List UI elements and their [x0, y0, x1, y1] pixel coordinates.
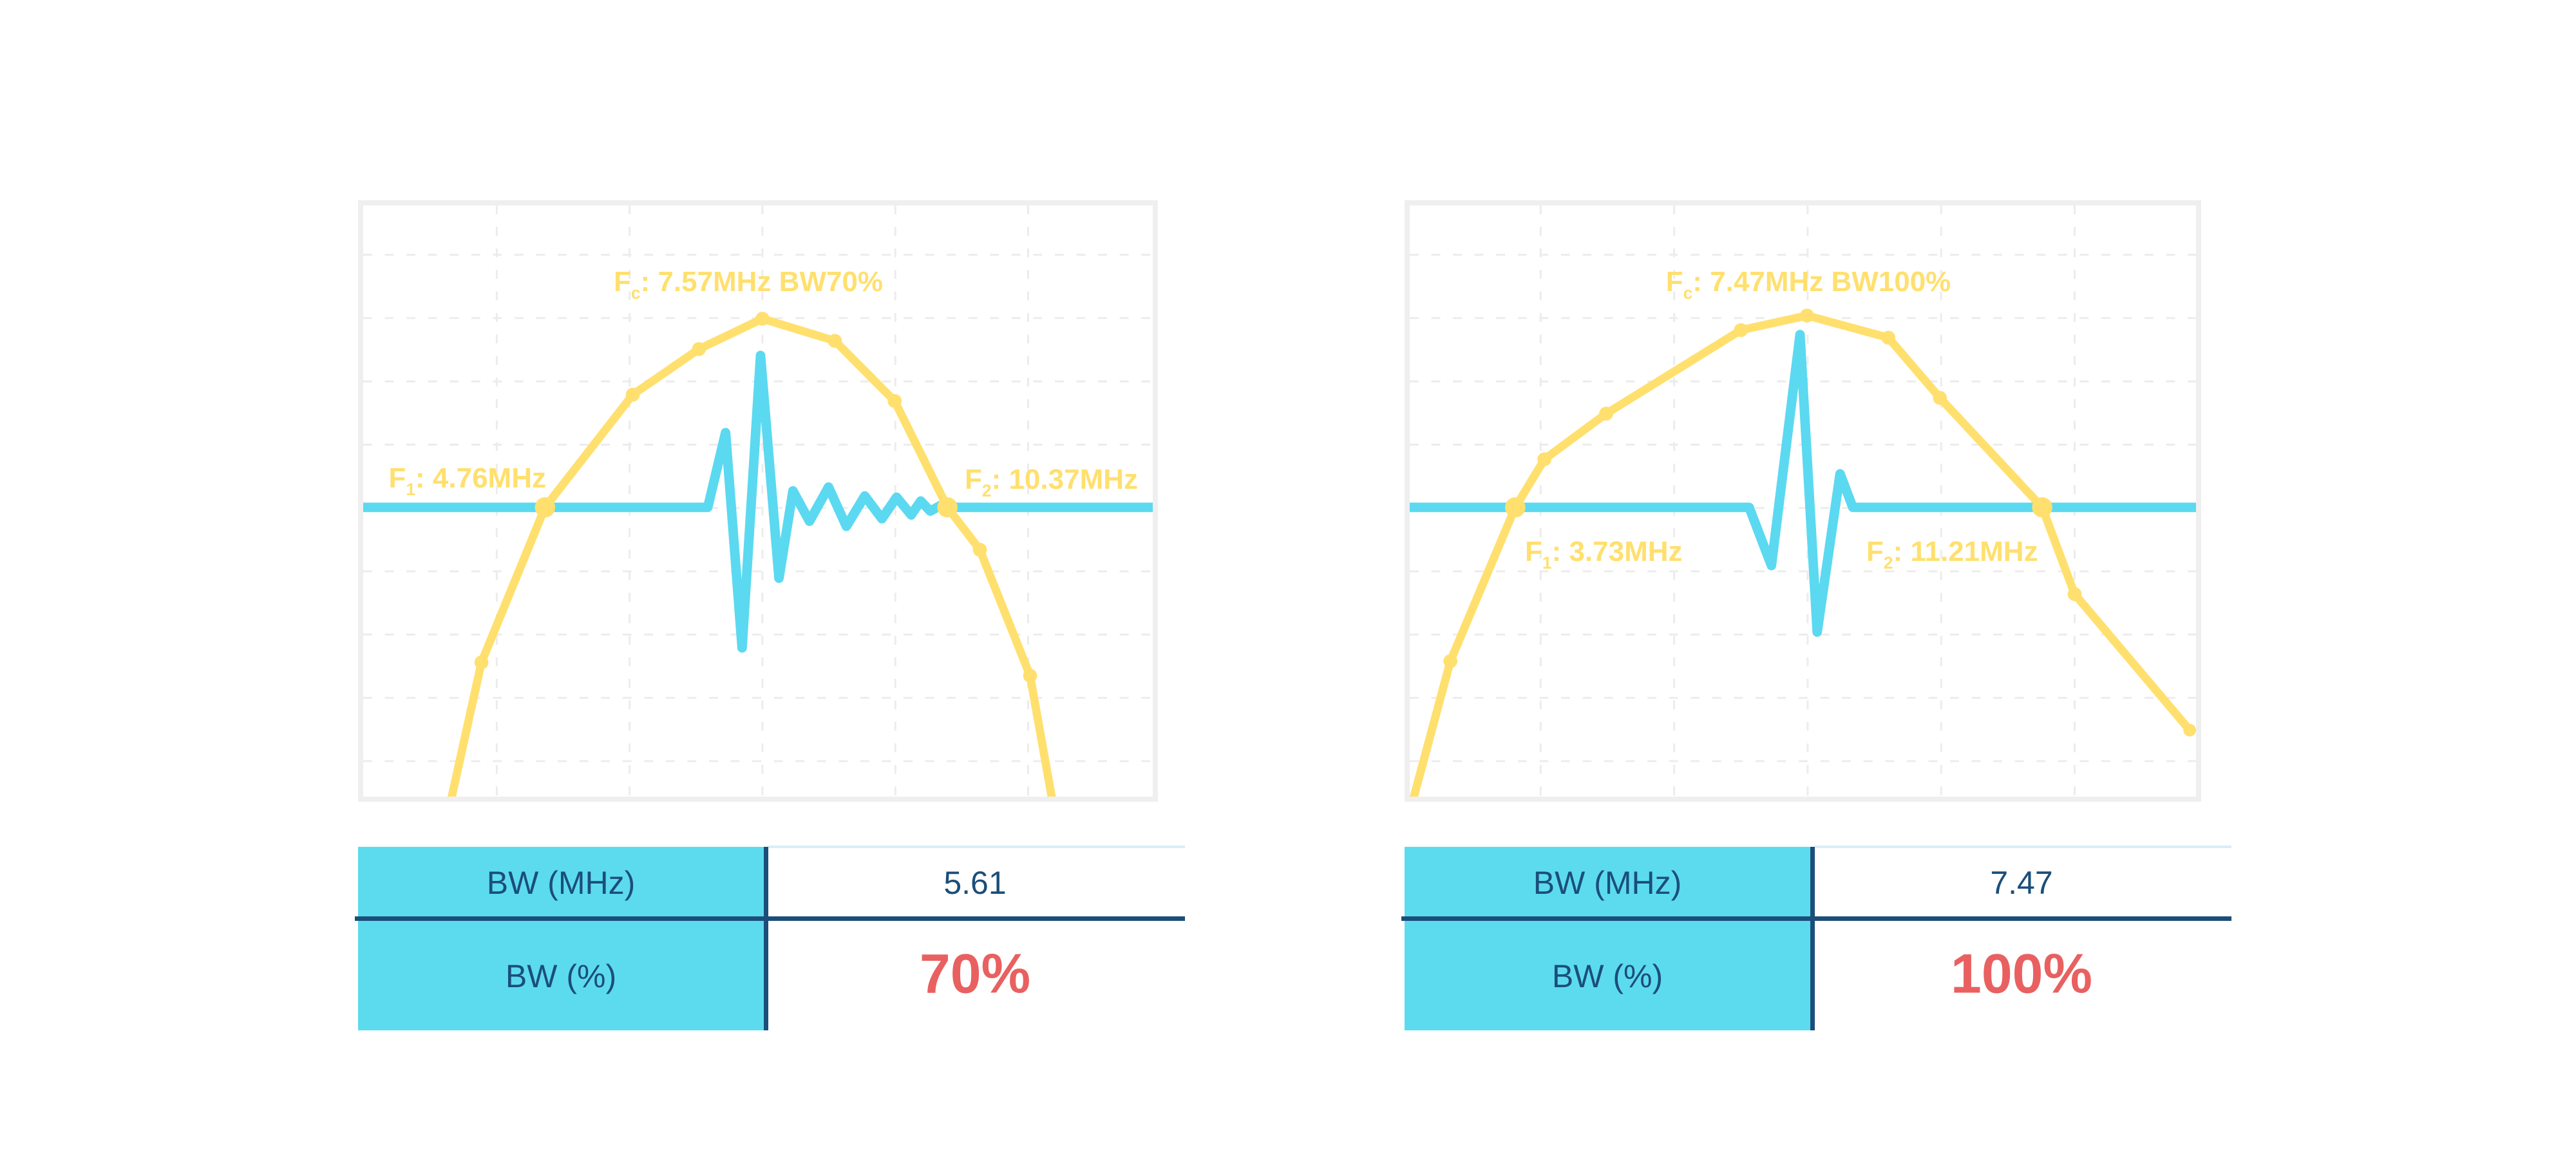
row-label-bw-mhz: BW (MHz): [486, 865, 636, 901]
spectrum-point-marker: [1800, 308, 1814, 323]
value-bw-pct: 100%: [1951, 943, 2092, 1005]
subscript: 1: [1542, 553, 1552, 572]
pulse-waveform-line: [363, 350, 1153, 653]
spectrum-curve-line: [447, 314, 1056, 797]
spectrum-point-marker: [692, 342, 706, 356]
table-label-column: [1405, 847, 1810, 1030]
spectrum-point-marker: [2183, 723, 2196, 737]
row-label-bw-pct: BW (%): [505, 958, 617, 994]
spectrum-plot-bw70: [363, 205, 1153, 797]
fc-frequency-label: Fc: 7.57MHz BW70%: [614, 266, 883, 303]
spectrum-point-marker: [755, 312, 770, 326]
spectrum-point-marker: [972, 542, 987, 557]
label-text: F: [388, 462, 406, 495]
spectrum-point-marker: [1505, 497, 1526, 518]
spectrum-point-marker: [2067, 587, 2082, 601]
label-text: F: [965, 464, 982, 496]
spectrum-point-marker: [1023, 668, 1037, 683]
chart-panel-bw100: Fc: 7.47MHz BW100% F1: 3.73MHz F2: 11.21MH…: [1405, 200, 2201, 802]
spectrum-point-marker: [625, 388, 640, 402]
label-text: : 11.21MHz: [1893, 536, 2038, 568]
spectrum-point-marker: [1933, 390, 1947, 405]
subscript: c: [630, 283, 641, 303]
spectrum-point-marker: [1443, 654, 1458, 668]
spectrum-point-marker: [474, 655, 489, 670]
spectrum-point-marker: [1881, 330, 1896, 345]
spectrum-point-marker: [887, 393, 902, 408]
value-column-top-border: [768, 846, 1185, 848]
label-text: : 7.47MHz BW100%: [1692, 266, 1951, 298]
spectrum-point-marker: [1734, 323, 1748, 337]
table-row-divider: [1401, 916, 2231, 921]
subscript: c: [1683, 283, 1693, 303]
spectrum-point-marker: [2032, 497, 2052, 518]
label-text: F: [613, 266, 631, 298]
spectrum-point-marker: [828, 334, 842, 348]
value-bw-mhz: 5.61: [943, 865, 1007, 901]
f2-frequency-label: F2: 11.21MHz: [1866, 536, 2038, 573]
f1-frequency-label: F1: 4.76MHz: [388, 462, 546, 500]
f2-frequency-label: F2: 10.37MHz: [965, 464, 1138, 501]
pulse-waveform-line: [1410, 330, 2196, 637]
row-label-bw-pct: BW (%): [1551, 958, 1663, 994]
f1-frequency-label: F1: 3.73MHz: [1525, 536, 1683, 573]
value-column-top-border: [1815, 846, 2231, 848]
spectrum-point-marker: [1599, 406, 1613, 421]
subscript: 2: [1883, 553, 1893, 572]
value-bw-mhz: 7.47: [1990, 865, 2053, 901]
label-text: : 7.57MHz BW70%: [640, 266, 884, 298]
label-text: F: [1866, 536, 1884, 568]
bandwidth-table-bw100: BW (MHz) 7.47 BW (%) 100%: [1401, 846, 2231, 1034]
fc-frequency-label: Fc: 7.47MHz BW100%: [1666, 266, 1951, 303]
label-text: F: [1525, 536, 1542, 568]
spectrum-curve-line: [1410, 311, 2194, 797]
subscript: 2: [981, 480, 992, 500]
table-vertical-divider: [764, 847, 768, 1030]
label-text: F: [1665, 266, 1683, 298]
spectrum-point-marker: [535, 497, 556, 518]
subscript: 1: [406, 479, 416, 499]
bandwidth-table-bw70: BW (MHz) 5.61 BW (%) 70%: [355, 846, 1185, 1034]
value-bw-pct: 70%: [919, 943, 1031, 1005]
table-label-column: [358, 847, 764, 1030]
label-text: : 4.76MHz: [415, 462, 546, 495]
spectrum-point-marker: [1537, 452, 1552, 466]
spectrum-point-marker: [937, 497, 958, 518]
label-text: : 3.73MHz: [1551, 536, 1683, 568]
spectrum-plot-bw100: [1410, 205, 2196, 797]
table-vertical-divider: [1810, 847, 1815, 1030]
chart-panel-bw70: Fc: 7.57MHz BW70% F1: 4.76MHz F2: 10.37MHz: [358, 200, 1158, 802]
row-label-bw-mhz: BW (MHz): [1533, 865, 1682, 901]
table-row-divider: [355, 916, 1185, 921]
label-text: : 10.37MHz: [991, 464, 1138, 496]
